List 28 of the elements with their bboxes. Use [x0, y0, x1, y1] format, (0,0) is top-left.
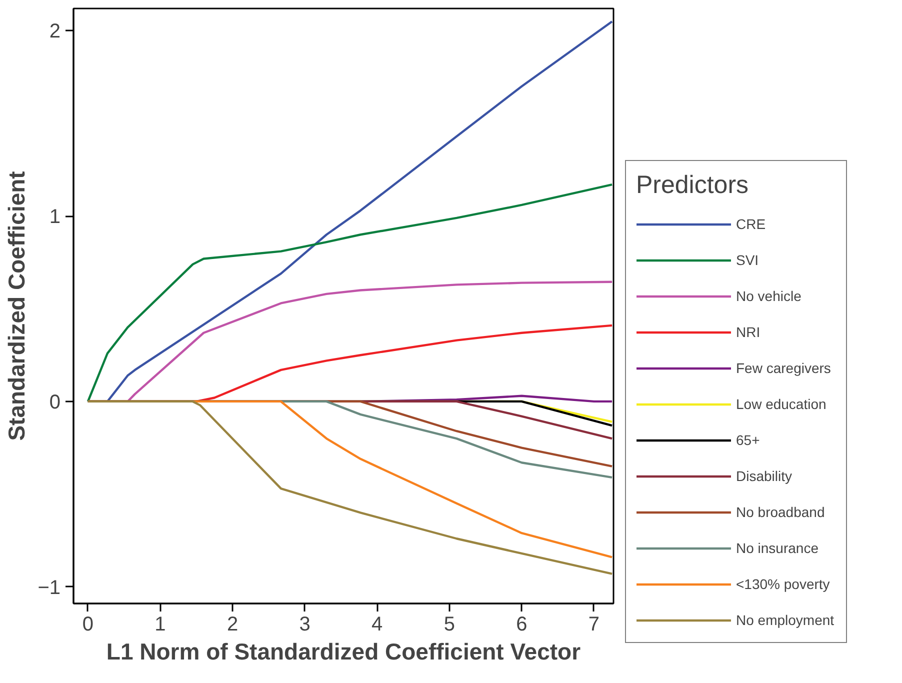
text: SVI: [736, 251, 760, 270]
legend-title: Predictors: [636, 171, 750, 200]
x-tick-label: 6: [516, 614, 528, 636]
x-tick-label: 7: [588, 614, 600, 636]
x-tick-label: 5: [444, 614, 455, 636]
y-tick-label: 1: [49, 206, 60, 228]
text: No broadband: [736, 503, 826, 522]
text: CRE: [736, 215, 767, 234]
y-axis-title: Standardized Coefficient: [4, 170, 30, 441]
line-series: [86, 183, 614, 403]
text: Low education: [736, 395, 828, 414]
text: Disability: [736, 467, 794, 486]
x-tick-label: 4: [372, 614, 383, 636]
x-tick-label: 1: [154, 614, 166, 636]
text: No vehicle: [736, 287, 802, 306]
text: <130% poverty: [736, 575, 831, 594]
x-axis-title: L1 Norm of Standardized Coefficient Vector: [106, 638, 581, 664]
y-tick-label: 0: [49, 391, 60, 414]
x-tick-label: 3: [299, 614, 310, 636]
text: No insurance: [736, 539, 820, 558]
x-tick-label: 0: [82, 614, 94, 636]
text: No employment: [736, 611, 836, 630]
text: 65+: [736, 431, 761, 450]
y-tick-label: −1: [38, 576, 61, 599]
text: NRI: [736, 323, 762, 342]
y-tick-label: 2: [49, 20, 60, 43]
x-tick-label: 2: [226, 614, 238, 636]
text: Few caregivers: [736, 359, 832, 378]
